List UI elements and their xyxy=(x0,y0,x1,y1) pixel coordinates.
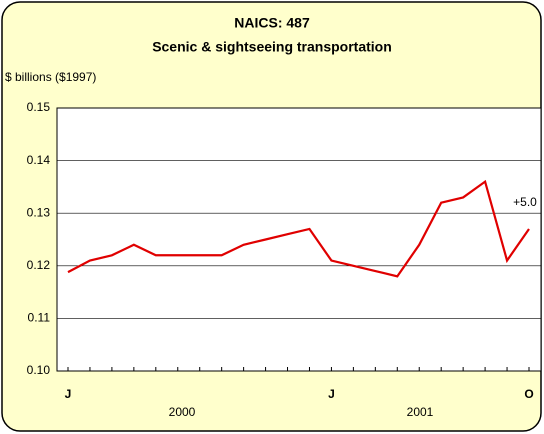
plot-area xyxy=(56,107,542,372)
y-tick-label: 0.13 xyxy=(27,205,51,219)
x-tick-label: J xyxy=(65,387,72,401)
y-tick-label: 0.12 xyxy=(27,258,51,272)
y-tick-label: 0.15 xyxy=(27,100,51,114)
y-axis-label: $ billions ($1997) xyxy=(5,70,96,84)
y-tick-label: 0.11 xyxy=(28,311,51,325)
annotation: +5.0 xyxy=(513,195,537,209)
y-tick-label: 0.14 xyxy=(27,153,51,167)
chart-title: NAICS: 487 xyxy=(234,15,310,31)
chart-subtitle: Scenic & sightseeing transportation xyxy=(152,39,392,55)
year-label: 2001 xyxy=(407,405,434,419)
x-tick-label: J xyxy=(328,387,335,401)
y-tick-label: 0.10 xyxy=(27,363,51,377)
x-tick-label: O xyxy=(524,387,533,401)
data-line xyxy=(67,179,530,278)
year-label: 2000 xyxy=(169,405,196,419)
